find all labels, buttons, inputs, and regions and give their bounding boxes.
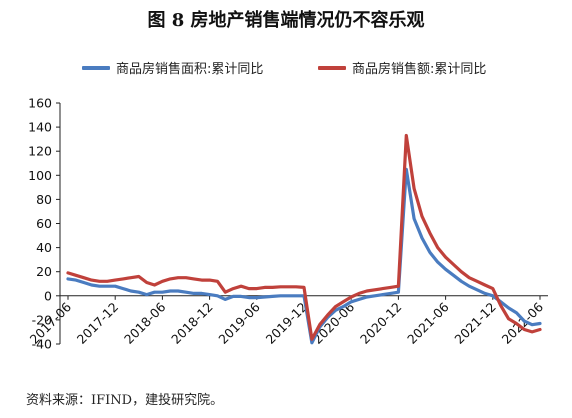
y-tick-label: -40 bbox=[32, 337, 52, 352]
legend-label-amount: 商品房销售额:累计同比 bbox=[352, 62, 487, 77]
y-tick-label: -20 bbox=[32, 312, 52, 327]
y-tick-label: 60 bbox=[36, 216, 52, 231]
x-tick-label: 2020-12 bbox=[357, 299, 405, 347]
x-tick-label: 2018-12 bbox=[168, 299, 216, 347]
source-note: 资料来源：IFIND，建投研究院。 bbox=[26, 393, 224, 408]
legend-swatch-area bbox=[82, 65, 110, 70]
series-line-amount bbox=[66, 133, 542, 341]
legend-swatch-amount bbox=[318, 65, 346, 70]
y-tick-label: 120 bbox=[28, 144, 52, 159]
legend-label-area: 商品房销售面积:累计同比 bbox=[116, 62, 264, 77]
y-tick-label: 80 bbox=[36, 192, 52, 207]
x-tick-label: 2017-12 bbox=[74, 299, 122, 347]
legend-item-amount: 商品房销售额:累计同比 bbox=[318, 58, 486, 77]
chart-title: 图 8 房地产销售端情况仍不容乐观 bbox=[147, 10, 425, 31]
y-tick-label: 40 bbox=[36, 240, 52, 255]
series-line-area bbox=[66, 167, 542, 345]
chart-legend: 商品房销售面积:累计同比 商品房销售额:累计同比 bbox=[0, 58, 572, 78]
y-tick-label: 0 bbox=[44, 288, 52, 303]
y-tick-label: 140 bbox=[28, 120, 52, 135]
legend-item-area: 商品房销售面积:累计同比 bbox=[82, 58, 263, 77]
x-tick-label: 2019-06 bbox=[215, 299, 263, 347]
x-tick-label: 2021-12 bbox=[451, 299, 499, 347]
y-tick-label: 160 bbox=[28, 96, 52, 111]
x-tick-label: 2021-06 bbox=[404, 299, 452, 347]
x-tick-label: 2018-06 bbox=[121, 299, 169, 347]
x-tick-label: 2019-12 bbox=[263, 299, 311, 347]
y-tick-label: 100 bbox=[28, 168, 52, 183]
y-tick-label: 20 bbox=[36, 264, 52, 279]
